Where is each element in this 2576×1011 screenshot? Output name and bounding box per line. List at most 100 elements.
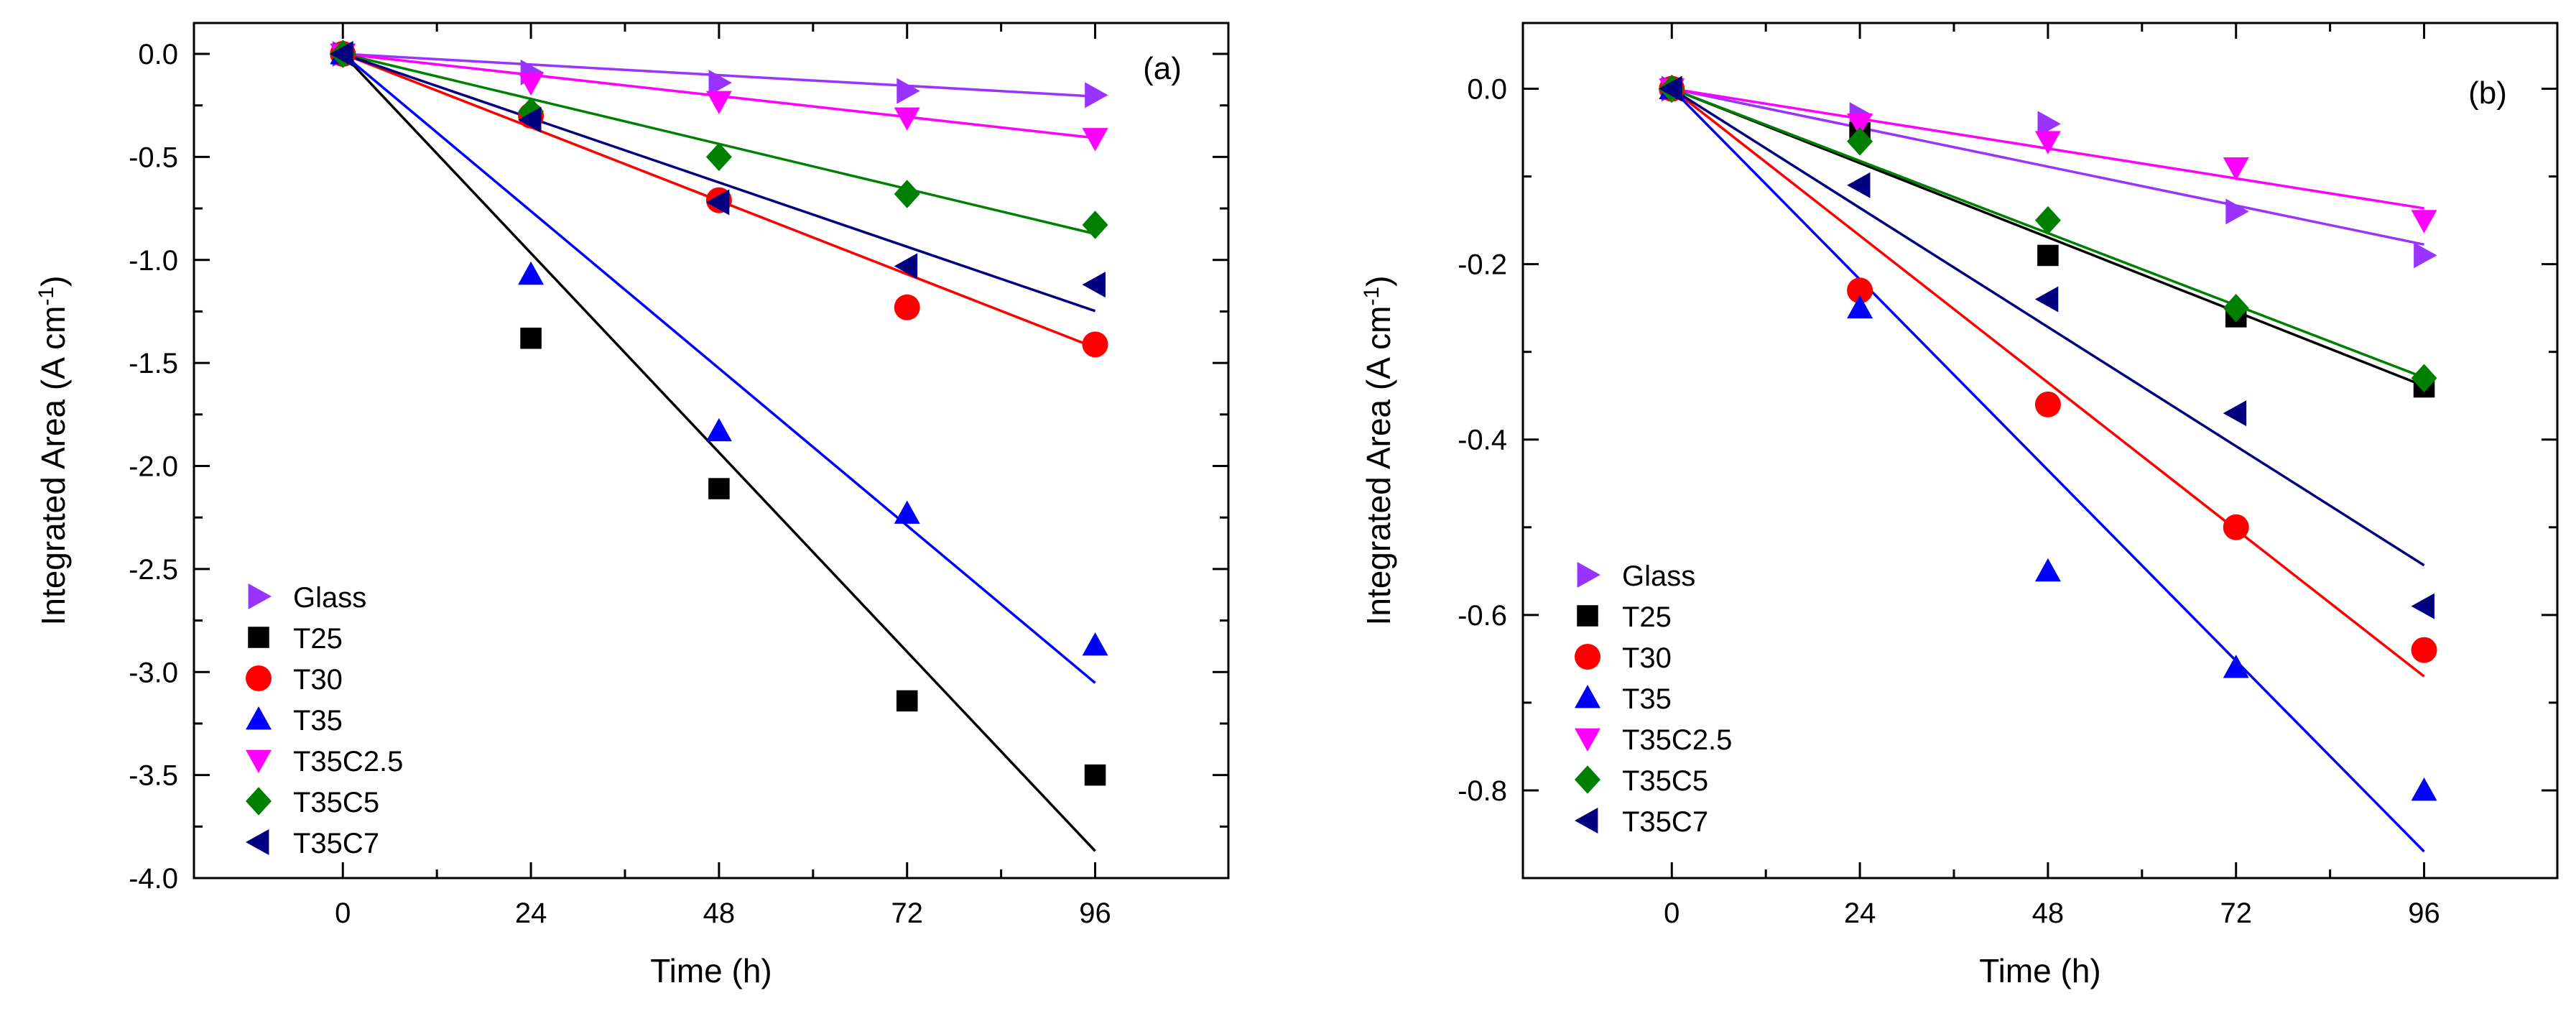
x-tick-label-a-72: 72 <box>891 897 923 929</box>
x-tick-label-a-96: 96 <box>1079 897 1111 929</box>
legend-label-t35-b: T35 <box>1622 683 1672 715</box>
y-tick-label-b-2: -0.4 <box>1458 425 1507 456</box>
legend-marker-t30-a <box>246 665 272 691</box>
panel-label-a: (a) <box>1143 51 1182 86</box>
x-tick-label-a-48: 48 <box>703 897 736 929</box>
data-point-t30-a-96h <box>1082 331 1108 358</box>
y-tick-label-b-4: -0.8 <box>1458 775 1507 807</box>
legend-label-t35c5-a: T35C5 <box>293 787 379 818</box>
data-point-glass-b-48h <box>2037 111 2061 137</box>
legend-marker-glass-b <box>1577 562 1600 588</box>
fit-line-t35c7-b <box>1671 88 2425 567</box>
legend-markers-b <box>1575 562 1600 834</box>
panel-label-b: (b) <box>2468 75 2507 111</box>
data-point-t35c7-a-96h <box>1082 272 1106 298</box>
data-point-t30-b-72h <box>2223 514 2249 540</box>
x-tick-label-b-24: 24 <box>1844 897 1876 929</box>
y-tick-label-a-0: 0.0 <box>138 39 178 70</box>
data-point-t35c5-a-48h <box>705 142 732 172</box>
y-tick-label-a-1: -0.5 <box>129 142 178 173</box>
fit-line-t35-a <box>342 52 1096 684</box>
legend-marker-t35c5-a <box>246 787 272 816</box>
data-point-glass-b-72h <box>2225 198 2249 225</box>
fit-line-glass-b <box>1671 87 2424 246</box>
fit-lines-a <box>342 52 1096 852</box>
fit-line-t35c7-a <box>342 52 1096 313</box>
legend-markers-a <box>246 583 272 855</box>
legend-marker-t35c5-b <box>1575 765 1600 794</box>
legend-label-t35c7-b: T35C7 <box>1622 806 1708 838</box>
y-axis-title-close-b: ) <box>1360 276 1397 287</box>
legend-marker-t35c2-5-b <box>1575 728 1600 752</box>
panel-a: 0 24 48 72 96 0.0 -0.5 -1.0 -1.5 -2.0 -2.5 -3.0 -3.5… <box>34 22 1230 989</box>
data-point-glass-b-96h <box>2414 242 2437 269</box>
legend-a: Glass T25 T30 T35 T35C2.5 T35C5 T35C7 <box>246 582 403 859</box>
fit-line-glass-a <box>343 52 1095 98</box>
legend-marker-t35-b <box>1575 685 1600 708</box>
y-axis-title-sup-a: -1 <box>34 287 58 306</box>
data-point-t35c7-b-0h <box>1659 75 1682 102</box>
legend-label-glass-a: Glass <box>293 582 366 614</box>
ticks-b: 0 24 48 72 96 0.0 -0.2 -0.4 -0.6 -0.8 <box>1458 23 2557 929</box>
data-point-t35c7-a-72h <box>894 253 918 280</box>
data-point-t35c5-b-96h <box>2411 364 2437 393</box>
plot-frame-b <box>1521 22 2559 880</box>
markers-b <box>1659 74 2437 801</box>
data-point-glass-a-48h <box>708 70 732 96</box>
legend-label-t35c7-a: T35C7 <box>293 828 379 859</box>
data-point-t35c2-5-a-72h <box>894 107 920 131</box>
x-tick-label-b-48: 48 <box>2032 897 2065 929</box>
data-point-t35-a-96h <box>1082 632 1108 656</box>
x-axis-title-a: Time (h) <box>650 952 772 989</box>
fit-line-t25-b <box>1671 87 2425 387</box>
data-point-t35c5-a-96h <box>1082 211 1108 239</box>
ticks-a: 0 24 48 72 96 0.0 -0.5 -1.0 -1.5 -2.0 -2.5 -3.0 -3.5… <box>129 23 1228 929</box>
data-point-t35c7-a-48h <box>705 189 730 216</box>
data-point-t35c7-b-24h <box>1847 172 1871 198</box>
data-point-t35c7-b-96h <box>2411 593 2434 619</box>
y-axis-title-main-a: Integrated Area (A cm <box>34 306 72 626</box>
data-point-t35-b-72h <box>2223 655 2249 678</box>
fit-line-t30-b <box>1671 88 2425 678</box>
data-point-t35-a-24h <box>518 261 545 285</box>
fit-line-t35-b <box>1671 88 2425 853</box>
x-axis-title-b: Time (h) <box>1979 952 2101 989</box>
data-point-t35-b-96h <box>2411 777 2437 801</box>
data-point-t35c2-5-a-24h <box>518 72 545 96</box>
legend-label-t30-b: T30 <box>1622 642 1672 674</box>
legend-b: Glass T25 T30 T35 T35C2.5 T35C5 T35C7 <box>1575 560 1732 838</box>
y-tick-label-a-5: -2.5 <box>129 554 178 586</box>
y-axis-title-a: Integrated Area (A cm-1) <box>34 276 72 626</box>
data-point-t35c2-5-a-96h <box>1082 128 1108 152</box>
legend-marker-t35c7-a <box>246 829 269 855</box>
markers-a <box>330 40 1108 786</box>
legend-label-t35-a: T35 <box>293 705 343 737</box>
data-point-t30-b-96h <box>2411 637 2437 663</box>
data-point-t35-a-72h <box>894 500 920 524</box>
x-tick-label-b-96: 96 <box>2408 897 2440 929</box>
y-axis-title-close-a: ) <box>34 276 72 287</box>
legend-label-t25-b: T25 <box>1622 601 1672 633</box>
data-point-t35c7-a-24h <box>518 106 542 133</box>
data-point-t35c2-5-b-48h <box>2034 131 2061 154</box>
data-point-t35c2-5-a-48h <box>705 91 732 114</box>
data-point-t30-b-48h <box>2034 391 2061 417</box>
legend-marker-glass-a <box>248 583 272 609</box>
y-tick-label-a-6: -3.0 <box>129 657 178 688</box>
data-point-t35c5-b-24h <box>1847 126 1873 156</box>
y-axis-title-sup-b: -1 <box>1360 287 1384 306</box>
data-point-t25-b-48h <box>2037 244 2059 267</box>
data-point-t35c5-a-72h <box>894 180 920 208</box>
data-point-t25-a-96h <box>1084 764 1106 786</box>
legend-marker-t35c7-b <box>1575 808 1598 834</box>
x-tick-label-a-0: 0 <box>335 897 351 929</box>
data-point-t35c2-5-b-72h <box>2223 157 2249 181</box>
legend-label-t35c2-5-a: T35C2.5 <box>293 746 403 777</box>
y-tick-label-a-3: -1.5 <box>129 348 178 379</box>
plot-frame-a <box>193 22 1230 880</box>
data-point-t35c2-5-b-96h <box>2411 210 2437 234</box>
y-tick-label-b-0: 0.0 <box>1467 74 1507 106</box>
data-point-t35c5-b-48h <box>2034 206 2061 235</box>
